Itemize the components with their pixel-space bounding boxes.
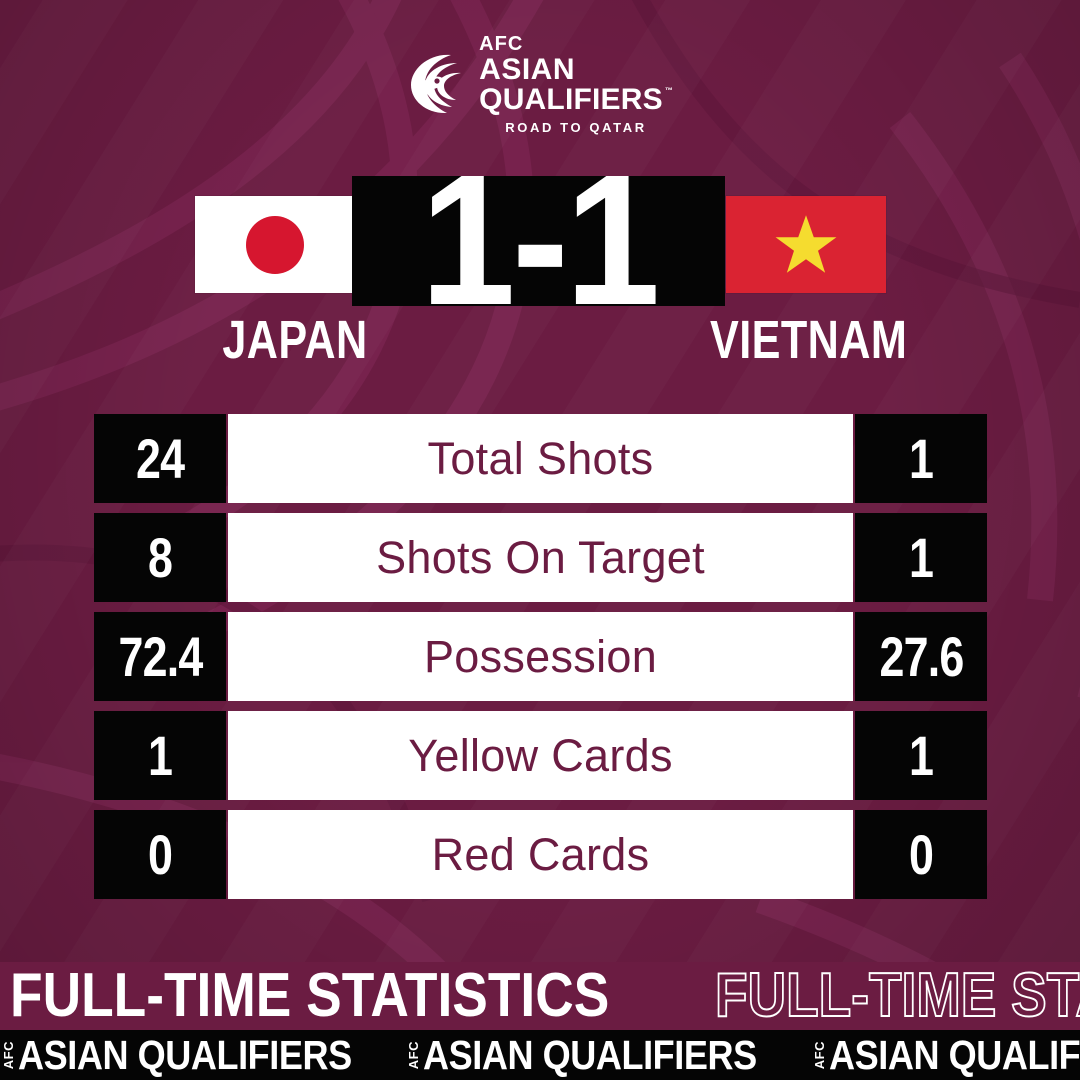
japan-flag-disc — [246, 215, 304, 274]
logo-tagline: ROAD TO QATAR — [505, 120, 647, 135]
away-value: 0 — [855, 810, 987, 899]
home-value: 1 — [94, 711, 226, 800]
qualifiers-label: ASIAN QUALIFIERS — [423, 1031, 757, 1078]
full-time-statistics-ticker: FULL-TIME STATISTICS FULL-TIME STATISTIC… — [0, 962, 1080, 1030]
home-value: 0 — [94, 810, 226, 899]
table-row: 1 Yellow Cards 1 — [94, 711, 987, 800]
table-row: 72.4 Possession 27.6 — [94, 612, 987, 701]
stat-label: Yellow Cards — [228, 711, 853, 800]
asian-qualifiers-ticker: AFC ASIAN QUALIFIERS AFC ASIAN QUALIFIER… — [0, 1030, 1080, 1080]
japan-flag-icon — [195, 196, 355, 293]
qualifiers-label: ASIAN QUALIFIERS — [828, 1031, 1080, 1078]
stat-label: Red Cards — [228, 810, 853, 899]
home-value: 24 — [94, 414, 226, 503]
logo-afc-text: AFC — [479, 33, 524, 55]
vietnam-flag-icon — [726, 196, 886, 293]
ticker-word-outline: FULL-TIME STATISTICS — [714, 962, 1080, 1030]
away-value: 1 — [855, 711, 987, 800]
logo-qualifiers-text: QUALIFIERS — [479, 83, 663, 116]
away-value: 1 — [855, 414, 987, 503]
afc-prefix-label: AFC — [406, 1040, 422, 1070]
home-value: 72.4 — [94, 612, 226, 701]
scoreline: 1-1 JAPAN VIETNAM — [0, 0, 1080, 400]
stats-table: 24 Total Shots 1 8 Shots On Target 1 72.… — [94, 414, 987, 899]
away-value: 27.6 — [855, 612, 987, 701]
score-panel — [352, 176, 725, 306]
table-row: 0 Red Cards 0 — [94, 810, 987, 899]
away-value: 1 — [855, 513, 987, 602]
afc-prefix-label: AFC — [811, 1040, 827, 1070]
stat-label: Possession — [228, 612, 853, 701]
stat-label: Shots On Target — [228, 513, 853, 602]
afc-falcon-swirl-icon — [407, 51, 469, 117]
qualifiers-unit: AFC ASIAN QUALIFIERS — [811, 1031, 1080, 1078]
away-team-name: VIETNAM — [710, 310, 908, 370]
qualifiers-unit: AFC ASIAN QUALIFIERS — [406, 1031, 804, 1078]
home-value: 8 — [94, 513, 226, 602]
logo-asian-text: ASIAN — [479, 53, 575, 86]
table-row: 24 Total Shots 1 — [94, 414, 987, 503]
vietnam-flag-star — [775, 214, 837, 273]
qualifiers-label: ASIAN QUALIFIERS — [18, 1031, 352, 1078]
home-team-name: JAPAN — [222, 310, 368, 370]
ticker-word-solid: FULL-TIME STATISTICS — [10, 962, 610, 1030]
logo-trademark: ™ — [664, 86, 673, 95]
stat-label: Total Shots — [228, 414, 853, 503]
table-row: 8 Shots On Target 1 — [94, 513, 987, 602]
qualifiers-unit: AFC ASIAN QUALIFIERS — [1, 1031, 399, 1078]
afc-prefix-label: AFC — [1, 1040, 16, 1070]
competition-logo: AFC ASIAN QUALIFIERS ™ ROAD TO QATAR — [0, 34, 1080, 134]
